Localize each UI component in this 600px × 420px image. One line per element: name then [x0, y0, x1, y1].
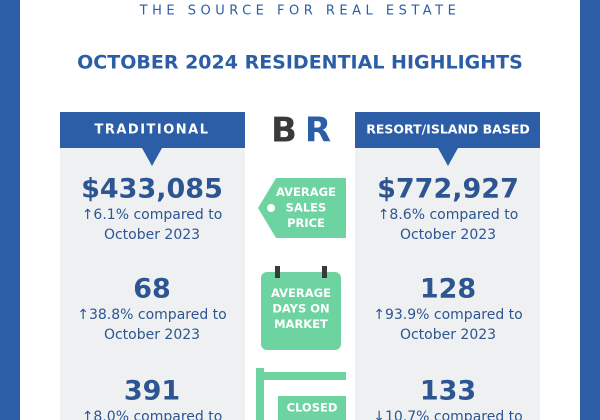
column-header: [60, 112, 245, 148]
sign-post: [256, 368, 264, 420]
stat-value: $772,927: [377, 174, 519, 205]
metric-label: AVERAGE: [276, 185, 336, 199]
pointer: [438, 148, 458, 166]
metric-label: SALES: [286, 201, 327, 215]
stat-value: 133: [420, 376, 476, 407]
stat-period: October 2023: [104, 227, 200, 243]
sign-arm: [256, 372, 346, 380]
tagline: THE SOURCE FOR REAL ESTATE: [139, 4, 461, 19]
logo-letter: R: [305, 111, 331, 151]
stat-period: October 2023: [104, 327, 200, 343]
logo: B R: [271, 111, 331, 151]
metric-label: PRICE: [287, 216, 325, 230]
column-bg: [60, 148, 245, 420]
metric-label: MARKET: [274, 317, 328, 331]
tag-hole: [267, 204, 275, 212]
pointer: [142, 148, 162, 166]
stat-change: ↑8.0% compared to: [82, 409, 223, 420]
metric-label: DAYS ON: [272, 302, 329, 316]
stat-change: ↑6.1% compared to: [82, 207, 223, 223]
logo-letter: B: [271, 111, 297, 151]
metric-label: CLOSED: [287, 401, 338, 415]
stat-change: ↑93.9% compared to: [373, 307, 522, 323]
stat-period: October 2023: [400, 227, 496, 243]
stat-value: 391: [124, 376, 180, 407]
calendar-ring: [275, 266, 280, 278]
left-border: [0, 0, 20, 420]
column-heading: RESORT/ISLAND BASED: [366, 122, 530, 137]
stat-change: ↑8.6% compared to: [378, 207, 519, 223]
column-header: [355, 112, 540, 148]
price-tag: [258, 178, 346, 238]
stat-change: ↑38.8% compared to: [77, 307, 226, 323]
stat-value: $433,085: [81, 174, 223, 205]
stat-value: 128: [420, 274, 476, 305]
column-bg: [355, 148, 540, 420]
title: OCTOBER 2024 RESIDENTIAL HIGHLIGHTS: [77, 52, 523, 74]
sign-board: [278, 396, 346, 420]
right-border: [580, 0, 600, 420]
column-heading: TRADITIONAL: [94, 123, 209, 138]
calendar: [261, 272, 341, 350]
metric-label: AVERAGE: [271, 286, 331, 300]
calendar-ring: [322, 266, 327, 278]
stat-value: 68: [133, 274, 171, 305]
stat-period: October 2023: [400, 327, 496, 343]
stat-change: ↓10.7% compared to: [373, 409, 522, 420]
